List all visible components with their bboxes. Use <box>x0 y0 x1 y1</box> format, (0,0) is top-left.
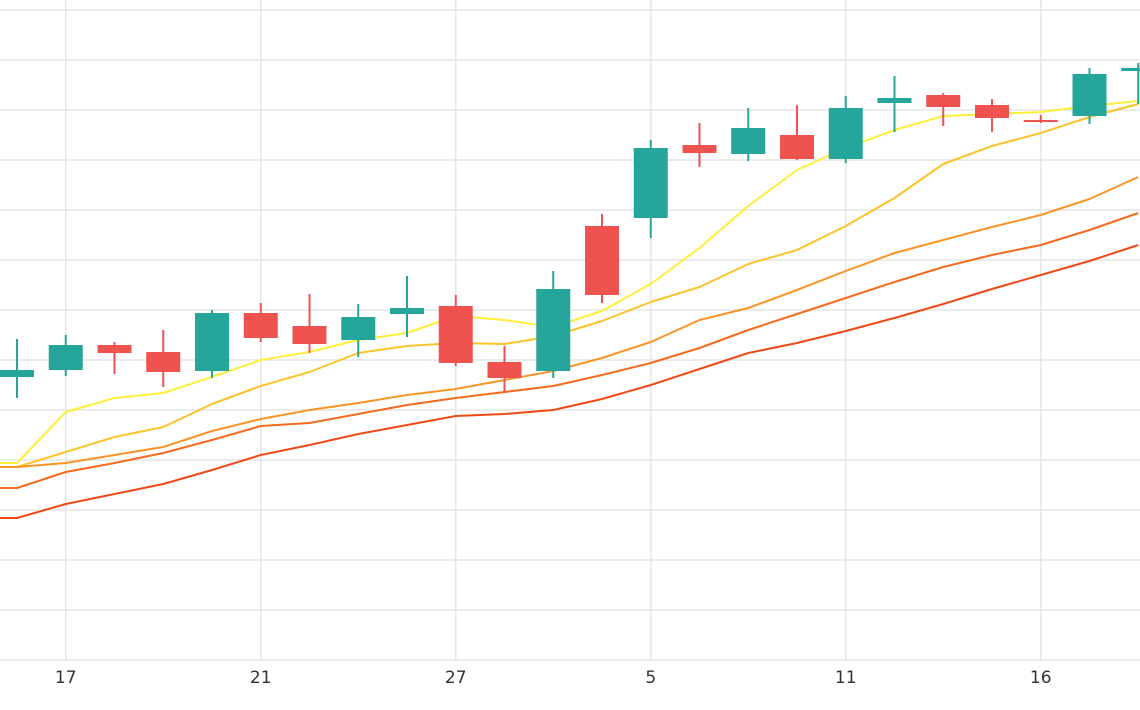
candle-down <box>585 214 619 303</box>
x-tick-label: 11 <box>835 668 857 688</box>
candle-body <box>1121 68 1140 71</box>
x-tick-label: 17 <box>55 668 77 688</box>
candle-body <box>975 105 1009 118</box>
candle-up <box>633 140 668 238</box>
x-tick-label: 16 <box>1030 668 1052 688</box>
x-tick-label: 5 <box>645 668 656 688</box>
candle-down <box>243 303 278 342</box>
candle-up <box>48 335 83 376</box>
candle-up <box>1121 63 1140 104</box>
candle-down <box>1023 115 1058 123</box>
candle-body <box>877 98 912 103</box>
candle-body <box>828 108 863 159</box>
moving-average-line-2 <box>0 103 1139 468</box>
candle-body <box>633 148 668 218</box>
grid <box>0 0 1140 661</box>
moving-average-line-5 <box>0 244 1139 519</box>
candle-down <box>682 123 717 167</box>
candles <box>0 63 1140 398</box>
candle-up <box>731 108 766 161</box>
moving-average-line-4 <box>0 212 1139 489</box>
candle-down <box>438 295 473 366</box>
x-tick-label: 21 <box>250 668 272 688</box>
candle-up <box>1072 68 1107 124</box>
candle-down <box>926 93 961 126</box>
candle-body <box>195 313 229 371</box>
candle-body <box>585 226 619 295</box>
candle-up <box>828 96 863 163</box>
candle-body <box>1023 120 1058 122</box>
candle-down <box>97 342 132 374</box>
candle-up <box>341 304 376 357</box>
candle-down <box>487 346 522 392</box>
candle-up <box>877 76 912 132</box>
candle-down <box>146 330 181 387</box>
candle-up <box>390 276 424 337</box>
candle-body <box>536 289 571 371</box>
x-tick-label: 27 <box>445 668 467 688</box>
x-axis-tick-labels: 17 21 27 5 11 16 <box>55 668 1052 688</box>
candle-body <box>487 362 522 378</box>
candle-up <box>536 271 571 378</box>
candle-body <box>438 306 473 363</box>
candle-body <box>243 313 278 338</box>
candle-down <box>975 99 1009 132</box>
candle-body <box>731 128 766 154</box>
candle-body <box>390 308 424 314</box>
candle-down <box>780 105 814 160</box>
candle-body <box>97 345 132 353</box>
candle-up <box>195 310 229 378</box>
candle-down <box>292 294 327 353</box>
candle-up <box>0 339 34 398</box>
candle-body <box>48 345 83 370</box>
candle-body <box>1072 74 1107 116</box>
candle-body <box>292 326 327 344</box>
candle-body <box>780 135 814 159</box>
candle-body <box>341 317 376 340</box>
candle-body <box>682 145 717 153</box>
candle-body <box>926 95 961 107</box>
candle-body <box>146 352 181 372</box>
candle-body <box>0 370 34 377</box>
